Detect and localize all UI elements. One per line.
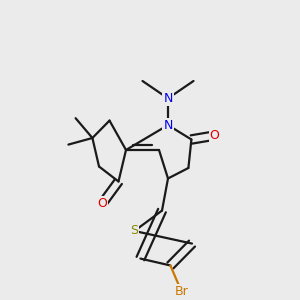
Text: N: N <box>163 118 173 132</box>
Text: N: N <box>163 92 173 105</box>
Text: O: O <box>97 197 107 211</box>
Text: Br: Br <box>175 285 188 298</box>
Text: S: S <box>130 224 138 238</box>
Text: O: O <box>210 129 219 142</box>
